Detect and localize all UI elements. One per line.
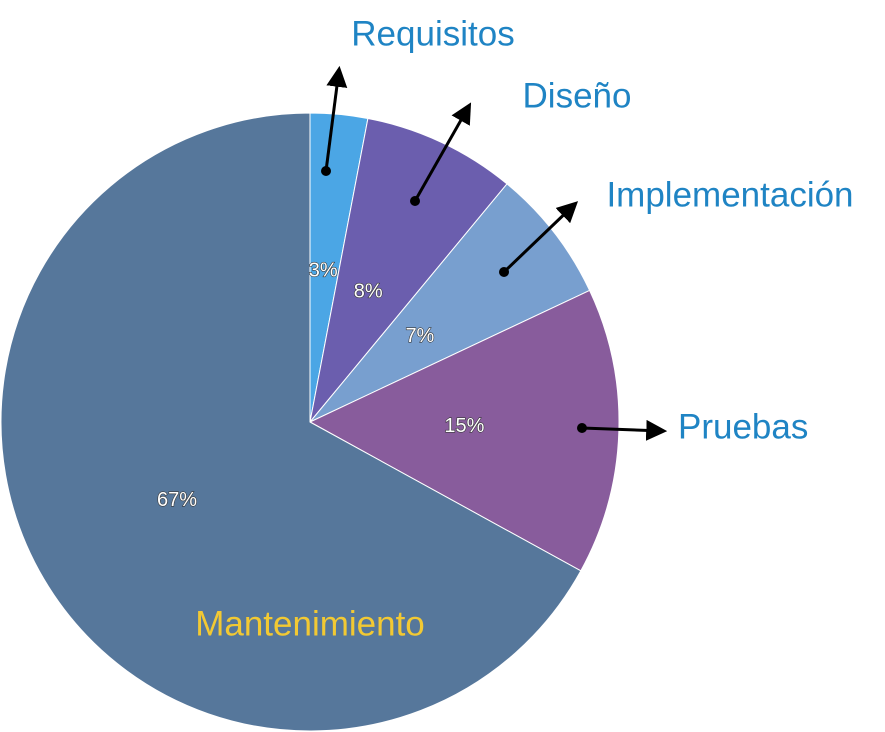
percent-label-pruebas: 15% (444, 415, 484, 437)
category-label-diseno: Diseño (523, 76, 632, 115)
callout-arrow-diseno (413, 102, 472, 202)
percent-label-implementacion: 7% (405, 325, 434, 347)
percent-labels: 3% 8% 7% 15% 67% (156, 259, 485, 512)
pie-slice-diseno (309, 117, 508, 423)
percent-label-diseno: 8% (354, 280, 383, 302)
pie-slice-pruebas (308, 289, 620, 572)
category-label-requisitos: Requisitos (351, 14, 514, 53)
pie-slices (0, 112, 620, 732)
callout-arrows (321, 65, 668, 441)
callout-arrow-implementacion (502, 201, 579, 274)
callout-arrow-requisitos (324, 65, 348, 172)
pie-slice-implementacion (309, 183, 591, 423)
pie-slice-mantenimiento (0, 112, 582, 732)
category-label-pruebas: Pruebas (678, 407, 808, 446)
percent-label-requisitos: 3% (309, 260, 338, 282)
callout-arrow-pruebas (581, 419, 668, 441)
percent-label-mantenimiento: 67% (157, 489, 197, 511)
category-label-implementacion: Implementación (606, 175, 853, 214)
category-label-mantenimiento: Mantenimiento (195, 604, 425, 643)
